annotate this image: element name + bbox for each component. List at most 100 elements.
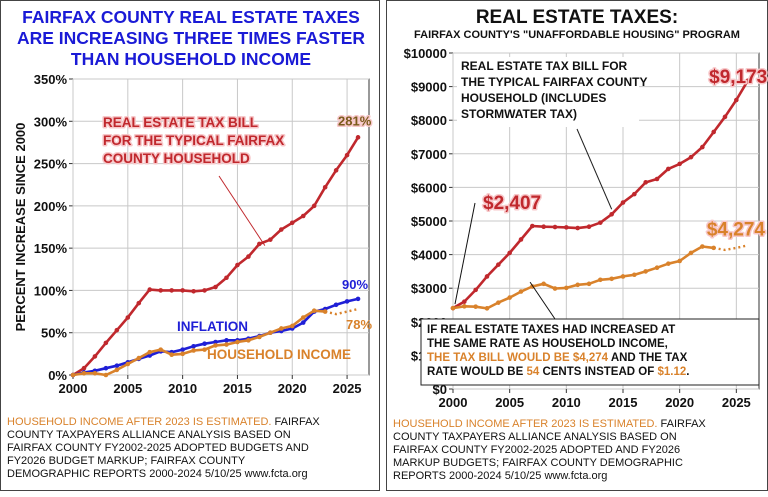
chart-title-line: FAIRFAX COUNTY REAL ESTATE TAXES [22,7,360,27]
y-tick-label: $7000 [411,147,447,162]
data-point [311,203,317,209]
tax-bill-label: HOUSEHOLD (INCLUDES [461,91,606,105]
data-point [333,302,339,308]
data-point [575,282,580,288]
data-point [147,349,153,355]
data-point [235,339,240,345]
data-point [136,300,142,306]
x-tick-label: 2010 [168,381,197,396]
x-tick-label: 2000 [439,395,468,410]
y-tick-label: $5000 [411,214,447,229]
data-point [598,220,603,225]
footnote-line: HOUSEHOLD INCOME AFTER 2023 IS ESTIMATED… [7,416,320,428]
callout-highlight: THE TAX BILL WOULD BE $4,274 [427,352,609,364]
data-point [632,191,637,197]
data-point [496,300,501,305]
x-tick-label: 2015 [609,395,638,410]
data-point [609,276,614,282]
data-point [462,304,467,309]
estimated-line-1 [713,244,748,252]
data-point [711,129,716,135]
callout-line: IF REAL ESTATE TAXES HAD INCREASED AT [427,324,675,336]
data-point [278,227,284,232]
footnote-text: FAIRFAX [271,416,320,428]
footnote-line: HOUSEHOLD INCOME AFTER 2023 IS ESTIMATED… [393,418,706,430]
callout-text: AND THE TAX [608,352,688,364]
tax-bill-label: REAL ESTATE TAX BILL [103,115,258,130]
data-point [268,237,273,242]
data-point [103,365,109,371]
y-tick-label: 250% [34,157,68,172]
tax-end-label: $9,173 [709,67,767,88]
tax-end-label: 281% [338,113,372,128]
data-point [632,272,637,278]
y-tick-label: $9000 [411,80,447,95]
data-point [541,281,546,287]
data-point [213,339,218,345]
data-point [125,315,131,320]
data-point [169,352,174,358]
data-point [103,372,109,378]
data-point [355,296,361,302]
y-tick-label: 100% [34,283,68,298]
data-point [202,347,207,352]
data-point [530,223,535,229]
footnote-line: FAIRFAX COUNTY FY2002-2025 ADOPTED AND F… [393,444,680,456]
x-tick-label: 2025 [333,381,362,396]
data-point [300,315,306,320]
data-point [654,265,660,271]
data-point [213,284,218,290]
income-end-label: 78% [346,317,372,332]
chart-title-line: ARE INCREASING THREE TIMES FASTER [17,28,365,48]
data-point [158,347,164,352]
y-tick-label: $10000 [404,46,447,61]
data-point [289,323,295,329]
footnote-estimated-note: HOUSEHOLD INCOME AFTER 2023 IS ESTIMATED… [393,418,657,430]
y-tick-label: $3000 [411,281,447,296]
y-tick-label: 200% [34,199,68,214]
data-point [688,250,694,256]
start-leader [454,202,476,305]
callout-text: RATE WOULD BE [427,366,526,378]
data-point [344,152,350,158]
data-point [484,306,490,311]
data-point [700,244,705,249]
y-axis-label: PERCENT INCREASE SINCE 2000 [13,123,28,332]
data-point [180,347,185,352]
data-point [496,262,501,267]
x-tick-label: 2020 [665,395,694,410]
footnote-line: COUNTY TAXPAYERS ALLIANCE ANALYSIS BASED… [7,429,291,441]
data-point [246,254,251,259]
data-point [355,135,361,140]
data-point [81,371,87,376]
data-point [462,299,467,304]
data-point [666,166,671,172]
data-point [322,184,328,190]
footnote-estimated-note: HOUSEHOLD INCOME AFTER 2023 IS ESTIMATED… [7,416,271,428]
tax-bill-label: THE TYPICAL FAIRFAX COUNTY [461,75,647,89]
right-chart-panel: REAL ESTATE TAXES: FAIRFAX COUNTY'S "UNAF… [386,0,768,491]
data-point [484,274,490,279]
data-point [92,354,98,359]
data-point [552,286,558,291]
left-chart-panel: FAIRFAX COUNTY REAL ESTATE TAXES ARE INCR… [0,0,380,491]
start-value-label: $2,407 [483,193,541,214]
tax-bill-label: FOR THE TYPICAL FAIRFAX [103,133,284,148]
tax-label-leader [576,128,613,210]
callout-line: RATE WOULD BE 54 CENTS INSTEAD OF $1.12. [427,366,689,378]
data-point [136,355,142,361]
data-point [235,262,240,268]
footnote-line: FY2026 BUDGET MARKUP; FAIRFAX COUNTY [7,455,246,467]
data-point [125,361,131,367]
y-tick-label: 300% [34,114,68,129]
callout-box [420,318,760,386]
data-point [666,261,671,266]
inflation-label: INFLATION [177,319,248,334]
y-tick-label: 150% [34,241,68,256]
data-point [114,363,120,368]
y-tick-label: $6000 [411,180,447,195]
y-tick-label: 0% [48,368,67,383]
data-point [620,274,626,279]
x-tick-label: 2005 [113,381,142,396]
